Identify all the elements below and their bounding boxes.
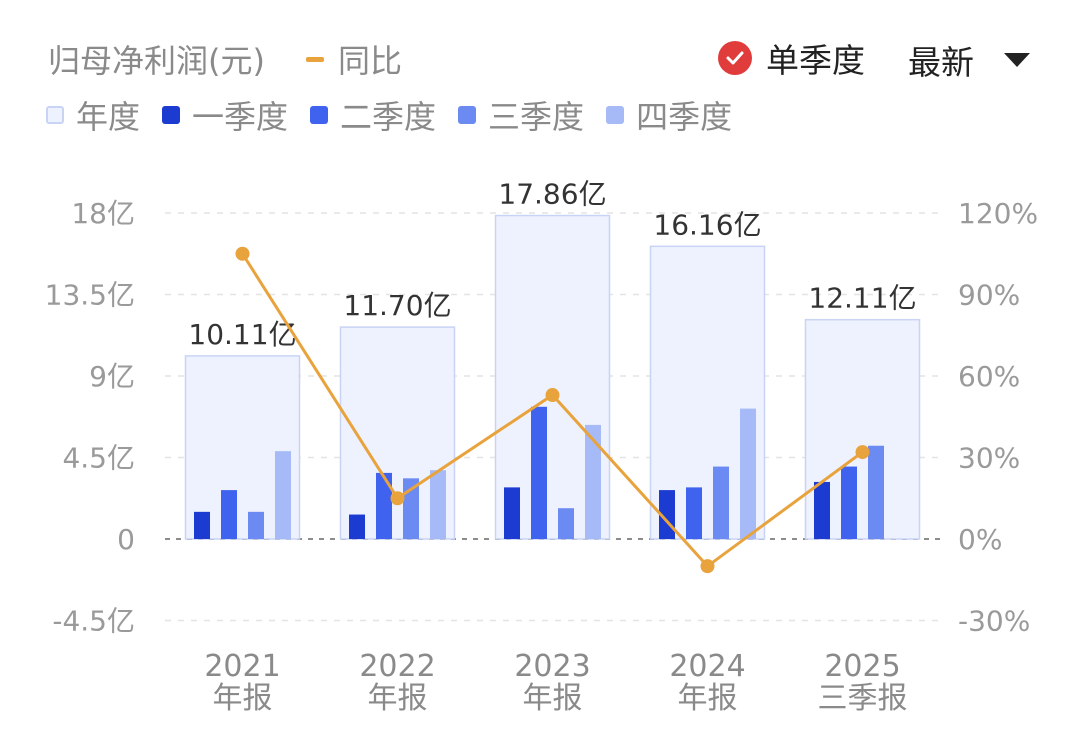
quarter-bar-q1	[504, 487, 520, 539]
x-category-period: 年报	[213, 681, 273, 716]
quarter-bar-q1	[814, 481, 830, 539]
sort-label: 最新	[908, 43, 974, 82]
legend-label-q4: 四季度	[636, 98, 733, 136]
annual-value-label: 16.16亿	[653, 208, 761, 241]
quarter-bar-q3	[403, 478, 419, 539]
y-right-tick-label: 0%	[958, 523, 1002, 556]
yoy-legend-label: 同比	[338, 42, 403, 80]
quarter-bar-q4	[585, 424, 601, 539]
yoy-point	[700, 559, 715, 574]
quarter-bar-q2	[686, 487, 702, 539]
x-category-period: 年报	[368, 681, 428, 716]
y-right-tick-label: 90%	[958, 279, 1020, 312]
legend-label-q3: 三季度	[488, 98, 585, 136]
y-left-tick-label: -4.5亿	[52, 605, 135, 638]
legend-swatch-q1	[162, 106, 181, 124]
y-left-tick-label: 13.5亿	[45, 279, 135, 312]
quarter-bar-q2	[531, 406, 547, 539]
caret-down-icon	[1004, 53, 1030, 67]
x-category-period: 年报	[523, 681, 583, 716]
quarter-bar-q1	[194, 511, 210, 539]
quarter-bar-q3	[248, 511, 264, 539]
legend-item-q3[interactable]: 三季度	[458, 92, 584, 138]
annual-value-label: 11.70亿	[343, 289, 451, 322]
x-category-period: 三季报	[818, 681, 908, 716]
x-category-year: 2022	[359, 649, 435, 684]
y-right-tick-label: 30%	[958, 442, 1020, 475]
y-right-tick-label: 60%	[958, 360, 1020, 393]
yoy-point	[855, 445, 870, 460]
annual-value-label: 12.11亿	[808, 282, 916, 315]
quarter-bar-q3	[868, 445, 884, 539]
legend-item-q2[interactable]: 二季度	[310, 92, 436, 138]
x-category-year: 2024	[669, 649, 745, 684]
x-category-year: 2023	[514, 649, 590, 684]
series-legend: 年度 一季度 二季度 三季度 四季度	[46, 92, 754, 138]
y-left-tick-label: 9亿	[89, 360, 135, 393]
y-left-tick-label: 4.5亿	[62, 442, 135, 475]
quarter-bar-q4	[430, 470, 446, 539]
chart-title: 归母净利润(元)	[48, 42, 265, 80]
legend-swatch-annual	[46, 106, 64, 124]
legend-item-q1[interactable]: 一季度	[162, 92, 288, 138]
check-icon	[718, 41, 752, 75]
sort-dropdown[interactable]: 最新	[908, 36, 1030, 84]
quarter-bar-q2	[841, 466, 857, 539]
legend-item-q4[interactable]: 四季度	[606, 92, 732, 138]
quarter-bar-q2	[221, 490, 237, 539]
quarter-bar-q4	[275, 451, 291, 539]
annual-value-label: 10.11亿	[188, 318, 296, 351]
y-left-tick-label: 0	[117, 523, 135, 556]
annual-value-label: 17.86亿	[498, 178, 606, 211]
y-left-tick-label: 18亿	[71, 197, 135, 230]
single-quarter-label: 单季度	[766, 41, 865, 80]
legend-label-annual: 年度	[76, 98, 141, 136]
quarter-bar-q3	[558, 508, 574, 539]
legend-label-q2: 二季度	[340, 98, 437, 136]
x-category-year: 2021	[204, 649, 280, 684]
y-right-tick-label: -30%	[958, 605, 1030, 638]
legend-item-annual[interactable]: 年度	[46, 92, 140, 138]
yoy-line-swatch	[306, 56, 324, 62]
quarter-bar-q4	[740, 408, 756, 539]
x-category-period: 年报	[678, 681, 738, 716]
legend-swatch-q4	[606, 106, 625, 124]
legend-swatch-q3	[458, 106, 477, 124]
legend-swatch-q2	[310, 106, 329, 124]
yoy-legend: 同比	[306, 36, 402, 82]
yoy-point	[390, 491, 405, 506]
yoy-point	[235, 246, 250, 261]
legend-label-q1: 一季度	[192, 98, 289, 136]
quarter-bar-q1	[349, 514, 365, 539]
quarter-bar-q2	[376, 472, 392, 539]
quarter-bar-q3	[713, 466, 729, 539]
x-category-year: 2025	[824, 649, 900, 684]
y-right-tick-label: 120%	[958, 197, 1038, 230]
single-quarter-toggle[interactable]: 单季度	[718, 34, 865, 82]
yoy-point	[545, 388, 560, 403]
